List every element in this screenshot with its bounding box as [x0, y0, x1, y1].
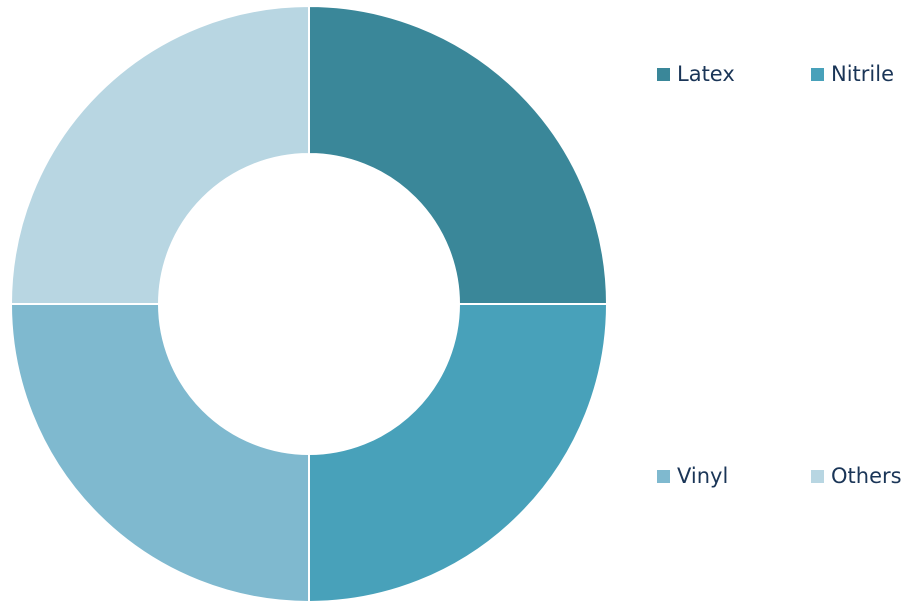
legend-label-others: Others	[831, 464, 902, 488]
legend-item-nitrile[interactable]: Nitrile	[811, 59, 894, 89]
donut-slice-others[interactable]	[9, 4, 310, 305]
legend-item-vinyl[interactable]: Vinyl	[657, 461, 728, 491]
legend-swatch-latex	[657, 67, 670, 81]
legend-swatch-others	[811, 469, 824, 483]
legend-swatch-nitrile	[811, 67, 824, 81]
legend-label-latex: Latex	[677, 62, 735, 86]
donut-slice-latex[interactable]	[308, 4, 609, 305]
legend-item-others[interactable]: Others	[811, 461, 902, 491]
legend-swatch-vinyl	[657, 469, 670, 483]
legend-label-vinyl: Vinyl	[677, 464, 729, 488]
legend-item-latex[interactable]: Latex	[657, 59, 735, 89]
legend-label-nitrile: Nitrile	[831, 62, 894, 86]
donut-slice-vinyl[interactable]	[9, 303, 310, 604]
donut-slice-nitrile[interactable]	[308, 303, 609, 604]
